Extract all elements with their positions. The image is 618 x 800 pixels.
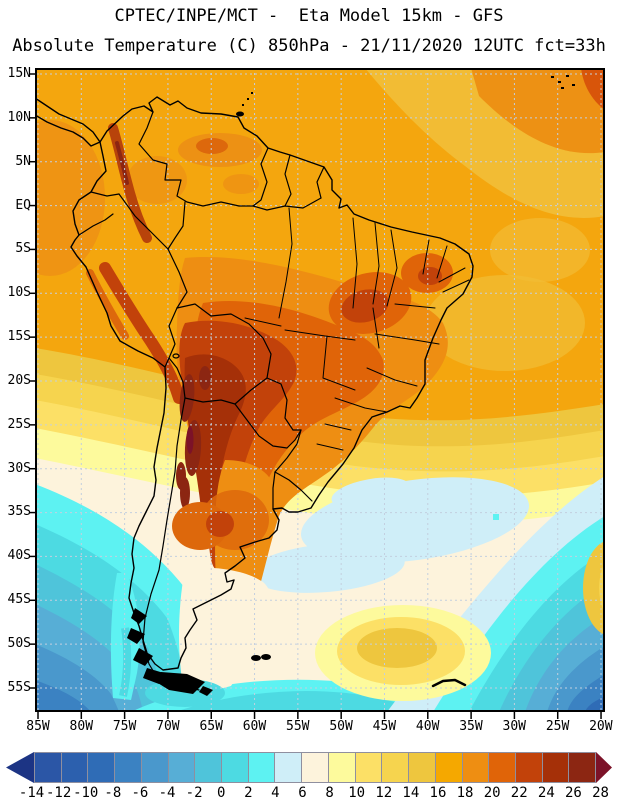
colorbar-cell xyxy=(514,753,542,782)
colorbar-tick-labels: -14 -12 -10 -8 -6 -4 -2 0 2 4 6 8 10 12 14 16 18 20 22 24 26… xyxy=(18,785,614,800)
colorbar-cell xyxy=(194,753,222,782)
colorbar-cell xyxy=(461,753,489,782)
axis-ticks xyxy=(29,73,602,719)
colorbar-tick-label: 12 xyxy=(375,785,393,800)
colorbar-cell xyxy=(60,753,88,782)
colorbar-tick-label: 26 xyxy=(564,785,582,800)
colorbar-tick-label: 20 xyxy=(483,785,501,800)
colorbar-tick-label: 2 xyxy=(244,785,253,800)
latitude-tick-label: 50S xyxy=(7,635,31,651)
colorbar-tick-label: -10 xyxy=(73,785,99,800)
longitude-tick-label: 80W xyxy=(69,719,94,734)
page-subtitle: Absolute Temperature (C) 850hPa - 21/11/… xyxy=(12,36,606,56)
temperature-field xyxy=(35,68,605,712)
longitude-tick-label: 65W xyxy=(199,719,223,734)
colorbar-left-arrow xyxy=(6,752,34,783)
colorbar-tick-label: -14 xyxy=(18,785,45,800)
colorbar-tick-label: -4 xyxy=(158,785,176,800)
colorbar-cell xyxy=(247,753,275,782)
longitude-tick-label: 45W xyxy=(372,719,397,734)
colorbar-tick-label: 0 xyxy=(216,785,226,800)
latitude-tick-label: EQ xyxy=(15,197,31,213)
colorbar-cell xyxy=(327,753,355,782)
colorbar-tick-label: -12 xyxy=(45,785,72,800)
colorbar-cells xyxy=(34,752,596,783)
colorbar-tick-label: 28 xyxy=(592,785,609,800)
coastlines-and-borders xyxy=(35,75,575,696)
colorbar-cell xyxy=(140,753,168,782)
longitude-tick-label: 35W xyxy=(459,719,483,734)
islands xyxy=(236,75,575,661)
latitude-tick-label: 40S xyxy=(7,548,31,564)
latitude-tick-label: 10N xyxy=(7,109,31,125)
colorbar-tick-label: -8 xyxy=(104,785,122,800)
colorbar-cell xyxy=(301,753,328,782)
latitude-tick-label: 5N xyxy=(15,153,31,169)
latitude-tick-label: 35S xyxy=(7,504,31,520)
longitude-tick-label: 70W xyxy=(156,719,180,734)
colorbar-tick-label: 10 xyxy=(348,785,366,800)
longitude-tick-label: 60W xyxy=(242,719,267,734)
lake-titicaca xyxy=(172,353,180,359)
colorbar-cell xyxy=(87,753,115,782)
colorbar-cell xyxy=(488,753,515,782)
colorbar-tick-label: 4 xyxy=(271,785,280,800)
colorbar-tick-label: -6 xyxy=(131,785,149,800)
fjords-tierra-del-fuego xyxy=(127,608,213,696)
longitude-tick-label: 85W xyxy=(26,719,50,734)
longitude-tick-label: 25W xyxy=(545,719,570,734)
colorbar-tick-label: 8 xyxy=(325,785,334,800)
longitude-tick-label: 30W xyxy=(502,719,526,734)
colorbar xyxy=(6,752,612,783)
latitude-tick-label: 10S xyxy=(7,285,31,301)
longitude-tick-label: 20W xyxy=(589,719,613,734)
colorbar-cell xyxy=(221,753,248,782)
colorbar-cell xyxy=(167,753,195,782)
colorbar-cell xyxy=(434,753,462,782)
longitude-tick-label: 75W xyxy=(112,719,137,734)
latitude-tick-label: 20S xyxy=(7,372,31,388)
latitude-tick-label: 30S xyxy=(7,460,31,476)
longitude-axis-labels: 85W 80W 75W 70W 65W 60W 55W 50W 45W 40W 35W 30W 25W 2… xyxy=(17,719,618,735)
colorbar-tick-label: 18 xyxy=(456,785,474,800)
colorbar-tick-label: 24 xyxy=(537,785,555,800)
longitude-tick-label: 55W xyxy=(286,719,310,734)
colorbar-cell xyxy=(541,753,569,782)
colorbar-cell xyxy=(114,753,141,782)
map-frame xyxy=(35,68,605,712)
longitude-tick-label: 40W xyxy=(415,719,440,734)
colorbar-cell xyxy=(35,753,61,782)
latitude-tick-label: 15N xyxy=(7,66,31,81)
colorbar-tick-label: 14 xyxy=(402,785,420,800)
colorbar-tick-label: 22 xyxy=(510,785,528,800)
latitude-tick-label: 45S xyxy=(7,592,31,608)
longitude-tick-label: 50W xyxy=(329,719,353,734)
colorbar-tick-label: -2 xyxy=(185,785,203,800)
latitude-tick-label: 5S xyxy=(15,241,31,257)
page-title: CPTEC/INPE/MCT - Eta Model 15km - GFS xyxy=(114,6,504,26)
colorbar-cell xyxy=(381,753,409,782)
latitude-tick-label: 15S xyxy=(7,329,31,345)
colorbar-cell xyxy=(568,753,596,782)
colorbar-cell xyxy=(408,753,435,782)
latitude-tick-label: 55S xyxy=(7,679,31,695)
colorbar-tick-label: 6 xyxy=(298,785,307,800)
gridlines xyxy=(35,68,605,712)
south-georgia-island xyxy=(431,678,467,688)
latitude-tick-label: 25S xyxy=(7,416,31,432)
latitude-axis-labels: 15N 10N 5N EQ 5S 10S 15S 20S 25S 30S 35S 40S 45S 50S 5… xyxy=(0,67,31,695)
temperature-map-canvas xyxy=(29,68,605,719)
colorbar-tick-label: 16 xyxy=(429,785,447,800)
colorbar-right-arrow xyxy=(596,752,612,783)
colorbar-cell xyxy=(354,753,382,782)
colorbar-cell xyxy=(274,753,302,782)
